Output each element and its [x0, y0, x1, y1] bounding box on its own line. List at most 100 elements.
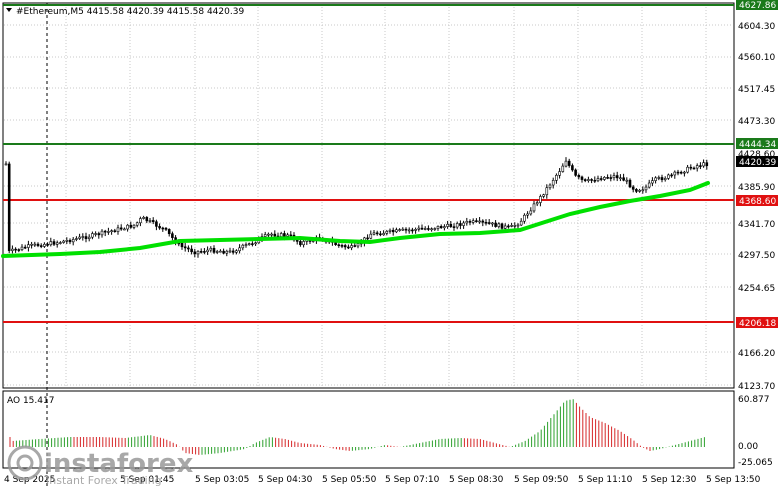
candle-body: [4, 163, 8, 166]
candle-body: [423, 228, 427, 230]
candle-body: [411, 229, 414, 232]
price-label: 4166.20: [738, 349, 775, 359]
candle-body: [302, 241, 305, 246]
candle-body: [625, 179, 629, 182]
candle-body: [113, 230, 117, 232]
candle-body: [395, 229, 398, 233]
candle-body: [497, 223, 501, 227]
candle-body: [455, 223, 459, 228]
candle-body: [481, 220, 485, 223]
candle-body: [289, 234, 293, 237]
candle-body: [587, 179, 590, 181]
candle-body: [679, 171, 683, 174]
candle-body: [231, 250, 235, 253]
candle-body: [452, 226, 456, 228]
main-chart-frame: [2, 2, 735, 389]
candle-body: [340, 245, 344, 247]
candle-body: [244, 244, 248, 246]
price-label: 4604.30: [738, 22, 775, 32]
candle-body: [641, 189, 645, 192]
candle-body: [164, 227, 168, 230]
candle-body: [676, 171, 680, 174]
candle-body: [459, 223, 462, 226]
candle-body: [449, 224, 453, 227]
price-label: 4517.45: [738, 85, 775, 95]
candle-body: [631, 186, 635, 190]
candle-body: [391, 229, 395, 233]
candle-body: [702, 162, 705, 167]
candle-body: [97, 233, 101, 236]
candle-body: [663, 178, 667, 181]
candle-body: [564, 160, 568, 167]
current-price-tag-bg: [736, 156, 778, 167]
candle-body: [404, 228, 408, 231]
candle-body: [337, 244, 341, 246]
candle-body: [17, 249, 21, 251]
candle-body: [347, 246, 350, 249]
candle-body: [443, 226, 446, 229]
candle-body: [155, 221, 158, 227]
candle-body: [100, 230, 104, 236]
candle-body: [484, 221, 488, 224]
candle-body: [487, 222, 491, 224]
candle-body: [139, 218, 142, 224]
candle-body: [180, 242, 184, 248]
candle-body: [196, 251, 200, 255]
candle-body: [225, 250, 229, 254]
candle-body: [212, 247, 216, 253]
ao-panel-frame: [2, 390, 735, 469]
candle-body: [577, 175, 581, 178]
candle-body: [241, 244, 245, 249]
candle-body: [222, 250, 225, 254]
candle-body: [366, 237, 369, 240]
candle-body: [187, 247, 190, 250]
time-label: 5 Sep 03:05: [195, 475, 249, 485]
candle-body: [119, 227, 123, 230]
candle-body: [647, 182, 651, 188]
instaforex-brand-text: instaforex: [44, 449, 194, 479]
ao-histogram: [9, 399, 705, 455]
candle-body: [142, 217, 145, 219]
candle-body: [267, 233, 270, 236]
candle-body: [161, 227, 165, 230]
time-label: 5 Sep 04:30: [258, 475, 313, 485]
candle-body: [46, 243, 49, 246]
ao-name-label: AO 15.417: [7, 396, 54, 406]
candle-body: [27, 244, 30, 248]
candle-body: [350, 245, 353, 249]
level-tag-bg: [736, 195, 778, 206]
candle-body: [190, 248, 193, 253]
time-label: 5 Sep 08:30: [449, 475, 504, 485]
candle-body: [356, 243, 360, 247]
candle-body: [692, 167, 696, 170]
candle-body: [532, 203, 536, 212]
candle-body: [270, 233, 273, 236]
candle-body: [158, 226, 161, 229]
candle-body: [94, 233, 97, 235]
candle-body: [235, 250, 238, 253]
candle-body: [654, 177, 657, 181]
moving-average-line: [1, 181, 710, 258]
ao-axis-label: 60.877: [738, 395, 770, 405]
candle-body: [465, 221, 469, 224]
candle-body: [471, 220, 475, 223]
candle-body: [519, 220, 523, 226]
candle-body: [36, 243, 40, 246]
dropdown-triangle-icon[interactable]: [6, 8, 12, 12]
candle-body: [567, 160, 571, 166]
candle-body: [670, 174, 673, 177]
candle-body: [545, 187, 549, 196]
candle-body: [123, 228, 126, 231]
candle-body: [65, 239, 69, 242]
price-label: 4254.65: [738, 284, 775, 294]
candle-body: [283, 233, 286, 237]
candle-body: [491, 222, 494, 225]
candle-body: [523, 214, 526, 222]
candle-body: [299, 241, 302, 246]
candle-body: [660, 177, 664, 181]
candle-body: [539, 196, 542, 203]
candle-body: [542, 194, 545, 197]
crosshair-price-label: 4428.60: [738, 150, 775, 160]
